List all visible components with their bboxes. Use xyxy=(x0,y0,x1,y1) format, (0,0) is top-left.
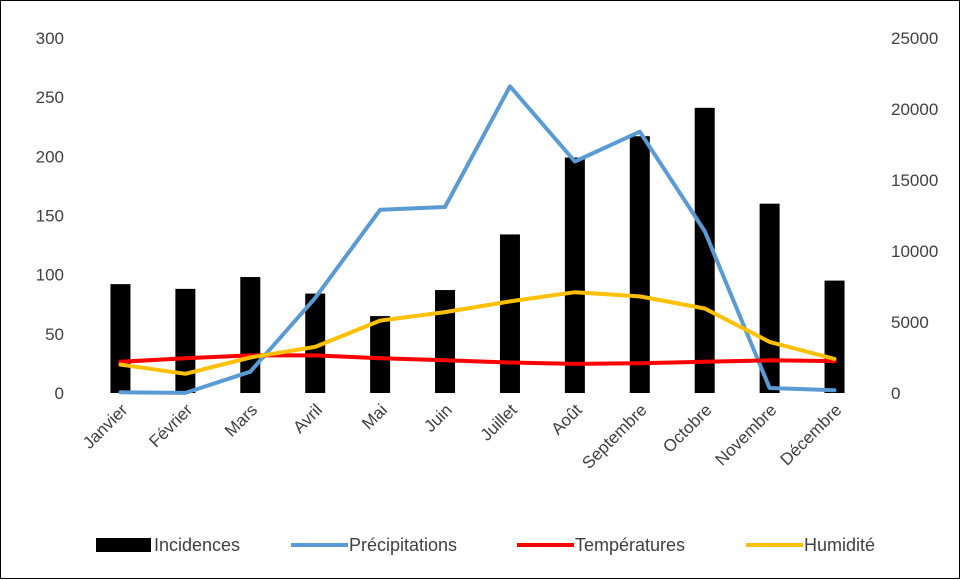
right-tick-label: 25000 xyxy=(891,29,938,48)
bar-incidences-avril xyxy=(305,293,326,393)
bar-incidences-janvier xyxy=(110,284,131,393)
left-tick-label: 200 xyxy=(36,147,64,166)
right-tick-label: 0 xyxy=(891,384,900,403)
bar-incidences-fevrier xyxy=(175,288,196,393)
bar-incidences-novembre xyxy=(759,203,780,393)
category-label-juillet: Juillet xyxy=(477,400,521,444)
category-label-juin: Juin xyxy=(420,400,455,435)
bar-incidences-octobre xyxy=(694,107,715,394)
right-tick-label: 15000 xyxy=(891,171,938,190)
lines-layer xyxy=(118,84,837,395)
category-label-avril: Avril xyxy=(289,400,326,437)
left-tick-label: 50 xyxy=(45,325,64,344)
legend: Incidences Précipitations Températures Humi… xyxy=(96,535,875,555)
bars-layer xyxy=(110,107,845,394)
category-label-mai: Mai xyxy=(358,400,391,433)
left-tick-label: 150 xyxy=(36,207,64,226)
right-tick-label: 10000 xyxy=(891,242,938,261)
right-tick-label: 5000 xyxy=(891,313,929,332)
legend-label-humidite: Humidité xyxy=(804,535,875,555)
category-labels: Janvier Février Mars Avril Mai Juin Juillet Aoû… xyxy=(79,400,845,472)
right-axis-ticks: 0 5000 10000 15000 20000 25000 xyxy=(891,29,938,403)
left-tick-label: 100 xyxy=(36,266,64,285)
category-label-novembre: Novembre xyxy=(712,400,781,469)
category-label-decembre: Décembre xyxy=(776,400,845,469)
left-tick-label: 250 xyxy=(36,88,64,107)
category-label-fevrier: Février xyxy=(145,400,196,451)
bar-incidences-decembre xyxy=(824,280,845,393)
category-label-octobre: Octobre xyxy=(659,400,715,456)
left-tick-label: 300 xyxy=(36,29,64,48)
bar-incidences-septembre xyxy=(629,136,650,393)
line-humidite xyxy=(118,290,837,376)
left-tick-label: 0 xyxy=(55,384,64,403)
line-precipitations xyxy=(118,84,837,395)
category-label-janvier: Janvier xyxy=(79,400,131,452)
category-label-mars: Mars xyxy=(221,400,261,440)
category-label-septembre: Septembre xyxy=(578,400,650,472)
bar-incidences-juin xyxy=(435,290,456,393)
bar-incidences-aout xyxy=(564,157,585,393)
category-label-aout: Août xyxy=(548,400,586,438)
left-axis-ticks: 0 50 100 150 200 250 300 xyxy=(36,29,64,403)
legend-label-incidences: Incidences xyxy=(154,535,240,555)
legend-label-precipitations: Précipitations xyxy=(349,535,457,555)
bar-incidences-mai xyxy=(370,316,391,393)
bar-incidences-juillet xyxy=(499,234,520,393)
legend-swatch-incidences xyxy=(96,538,151,552)
line-temperatures xyxy=(118,353,837,366)
right-tick-label: 20000 xyxy=(891,100,938,119)
legend-label-temperatures: Températures xyxy=(575,535,685,555)
